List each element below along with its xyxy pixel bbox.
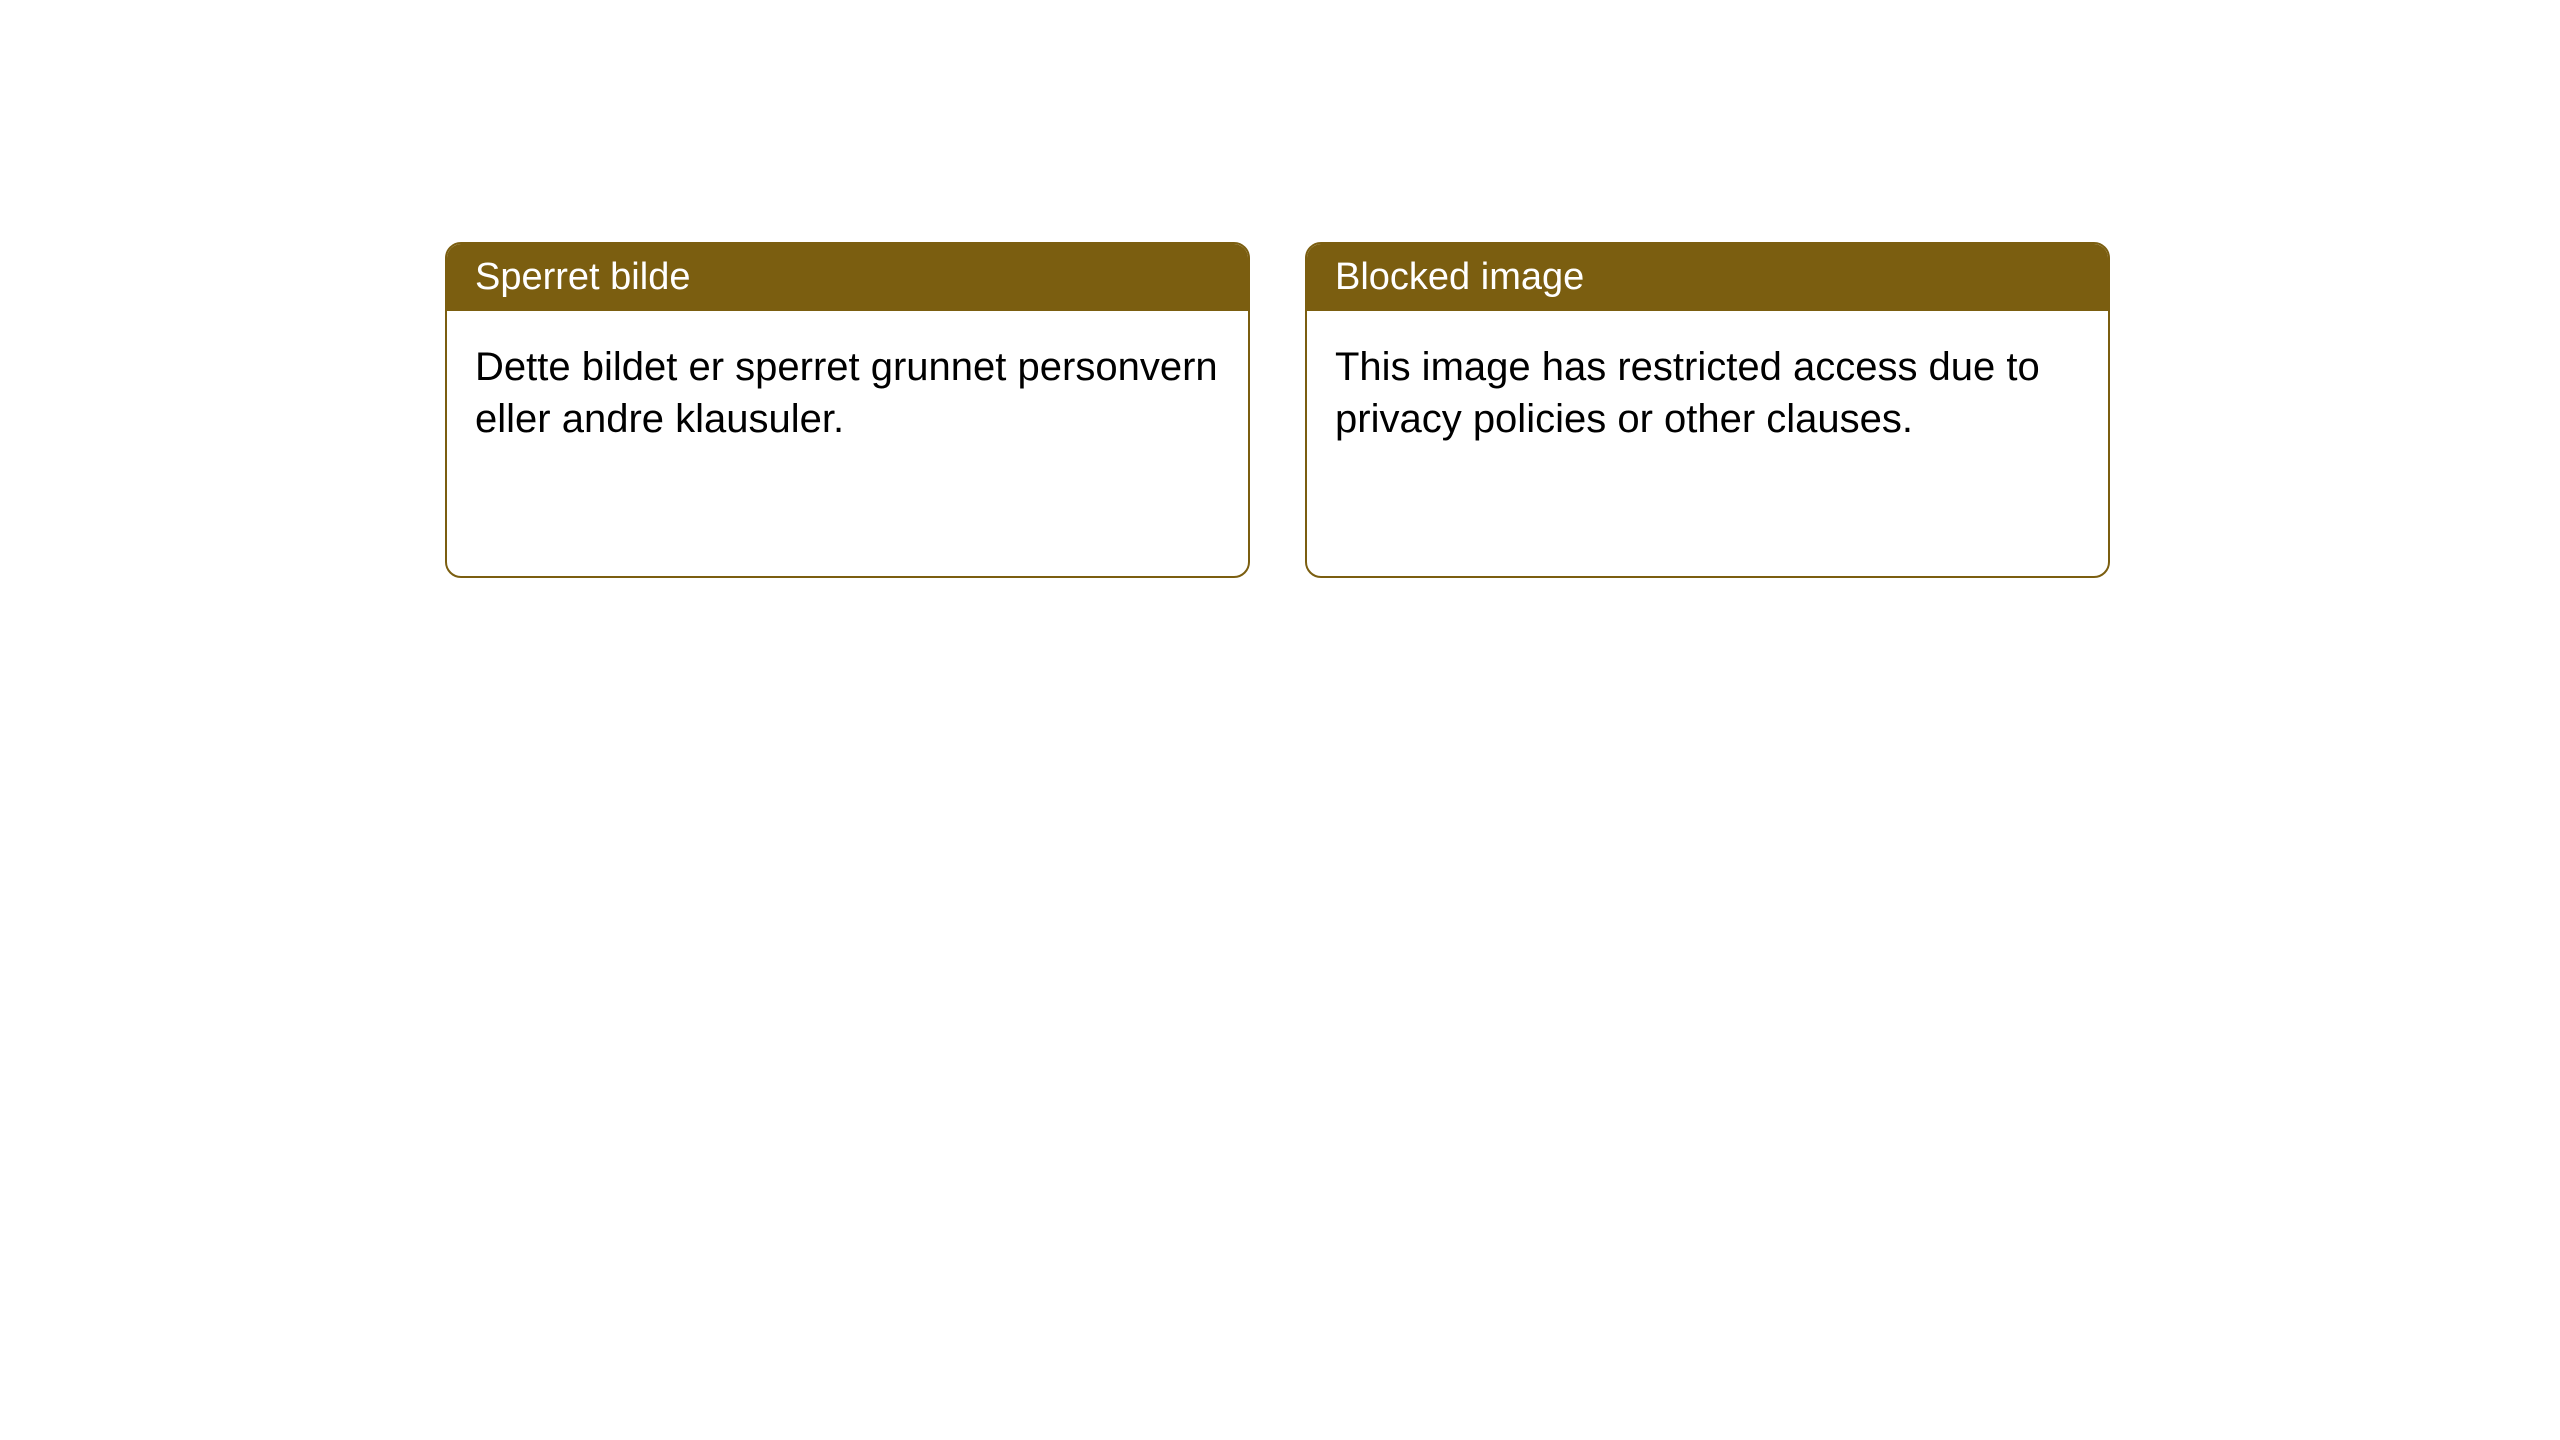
card-body-text-english: This image has restricted access due to … xyxy=(1335,345,2040,441)
card-title-norwegian: Sperret bilde xyxy=(475,256,690,298)
card-body-text-norwegian: Dette bildet er sperret grunnet personve… xyxy=(475,345,1218,441)
card-title-english: Blocked image xyxy=(1335,256,1584,298)
card-header-english: Blocked image xyxy=(1307,244,2108,311)
card-body-norwegian: Dette bildet er sperret grunnet personve… xyxy=(447,311,1248,475)
card-body-english: This image has restricted access due to … xyxy=(1307,311,2108,475)
card-english: Blocked image This image has restricted … xyxy=(1305,242,2110,578)
card-norwegian: Sperret bilde Dette bildet er sperret gr… xyxy=(445,242,1250,578)
cards-container: Sperret bilde Dette bildet er sperret gr… xyxy=(445,242,2560,578)
card-header-norwegian: Sperret bilde xyxy=(447,244,1248,311)
